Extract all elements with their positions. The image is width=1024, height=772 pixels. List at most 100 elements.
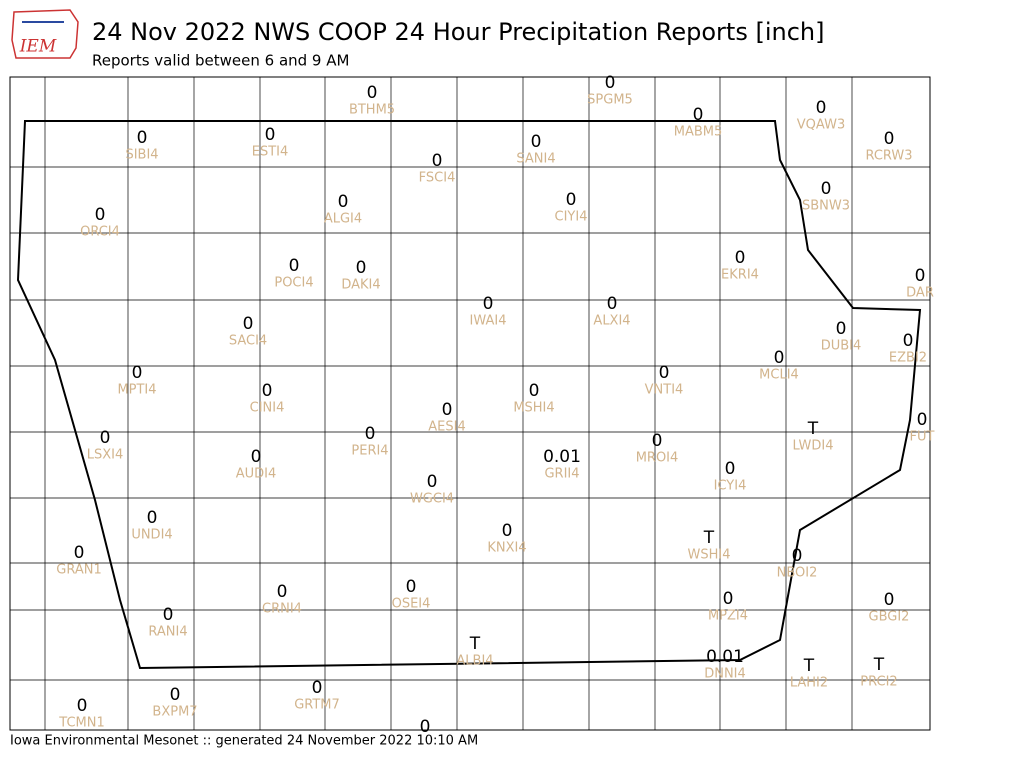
station-id: CRNI4	[262, 602, 302, 617]
station-id: LSXI4	[87, 448, 124, 463]
station-id: FSCI4	[419, 171, 456, 186]
station-value: 0	[312, 678, 323, 698]
station-value: 0	[884, 129, 895, 149]
station-id: PERI4	[351, 444, 388, 459]
title: 24 Nov 2022 NWS COOP 24 Hour Precipitati…	[92, 18, 824, 46]
station-value: 0	[265, 125, 276, 145]
station-id: IWAI4	[470, 314, 507, 329]
station-value: 0	[137, 128, 148, 148]
station-value: 0	[821, 179, 832, 199]
station-id: MPTI4	[117, 383, 156, 398]
station-value: 0	[774, 348, 785, 368]
map	[9, 76, 931, 731]
station-id: SIBI4	[125, 148, 158, 163]
subtitle: Reports valid between 6 and 9 AM	[92, 52, 349, 70]
station-id: AUDI4	[236, 467, 277, 482]
station-id: CINI4	[250, 401, 285, 416]
station-id: DAKI4	[341, 278, 380, 293]
station-value: 0	[77, 696, 88, 716]
station-id: NBOI2	[777, 566, 818, 581]
station-value: 0	[915, 266, 926, 286]
station-id: SBNW3	[802, 199, 850, 214]
station-value: 0	[884, 590, 895, 610]
logo: IEM	[11, 9, 79, 59]
station-value: 0	[607, 294, 618, 314]
station-value: T	[703, 528, 715, 548]
station-value: 0	[652, 431, 663, 451]
county-lines	[10, 77, 930, 730]
station-value: 0	[406, 577, 417, 597]
station-value: 0	[100, 428, 111, 448]
station-id: LWDI4	[792, 439, 833, 454]
station-id: ORCI4	[80, 225, 120, 240]
station-id: MROI4	[636, 451, 679, 466]
station-id: ALBI4	[456, 654, 493, 669]
station-value: 0	[132, 363, 143, 383]
station-id: RCRW3	[865, 149, 912, 164]
station-id: BXPM7	[152, 705, 197, 720]
station-value: 0.01	[543, 447, 581, 467]
station-value: 0	[659, 363, 670, 383]
station-value: 0	[917, 410, 928, 430]
station-value: 0	[566, 190, 577, 210]
station-value: 0	[735, 248, 746, 268]
station-id: EZBI2	[889, 351, 927, 366]
station-value: 0	[277, 582, 288, 602]
county-lines-h	[10, 166, 930, 681]
station-id: LAHI2	[790, 676, 828, 691]
station-value: 0	[442, 400, 453, 420]
station-id: BTHM5	[349, 103, 395, 118]
station-id: GRII4	[544, 467, 579, 482]
station-value: 0	[356, 258, 367, 278]
station-id: DNNI4	[704, 667, 746, 682]
station-value: 0	[365, 424, 376, 444]
station-id: KNXI4	[487, 541, 526, 556]
station-value: 0	[427, 472, 438, 492]
station-id: MABM5	[674, 125, 723, 140]
station-id: SACI4	[229, 334, 267, 349]
station-value: 0	[903, 331, 914, 351]
station-id: MCLI4	[759, 368, 799, 383]
station-id: PRCI2	[860, 675, 897, 690]
station-id: OSEI4	[392, 597, 431, 612]
station-id: DAR	[906, 286, 934, 301]
station-value: 0	[262, 381, 273, 401]
station-value: 0	[251, 447, 262, 467]
station-value: T	[807, 419, 819, 439]
map-frame	[9, 76, 931, 731]
station-id: AESI4	[428, 420, 465, 435]
station-value: T	[469, 634, 481, 654]
station-value: 0	[163, 605, 174, 625]
station-id: MPZI4	[708, 609, 748, 624]
station-value: 0	[74, 543, 85, 563]
station-id: FUT	[910, 430, 935, 445]
station-id: TCMN1	[58, 716, 104, 731]
station-value: 0	[792, 546, 803, 566]
station-id: VNTI4	[645, 383, 684, 398]
station-value: 0	[420, 717, 431, 737]
station-id: RANI4	[148, 625, 187, 640]
station-value: 0	[723, 589, 734, 609]
county-lines-v	[44, 77, 853, 730]
station-value: 0	[289, 256, 300, 276]
state-border	[16, 120, 922, 670]
station-value: 0.01	[706, 647, 744, 667]
station-value: 0	[529, 381, 540, 401]
station-id: DUBI4	[821, 339, 862, 354]
station-value: 0	[147, 508, 158, 528]
station-id: CIYI4	[555, 210, 588, 225]
station-id: GRTM7	[294, 698, 340, 713]
station-id: GRAN1	[56, 563, 101, 578]
station-value: 0	[243, 314, 254, 334]
footer: Iowa Environmental Mesonet :: generated …	[10, 734, 478, 749]
station-id: ICYI4	[714, 479, 747, 494]
station-id: WSHI4	[688, 548, 731, 563]
station-value: 0	[502, 521, 513, 541]
station-value: 0	[170, 685, 181, 705]
station-id: SPGM5	[587, 93, 633, 108]
station-id: VQAW3	[797, 118, 845, 133]
station-value: 0	[725, 459, 736, 479]
station-value: 0	[95, 205, 106, 225]
station-value: 0	[605, 73, 616, 93]
